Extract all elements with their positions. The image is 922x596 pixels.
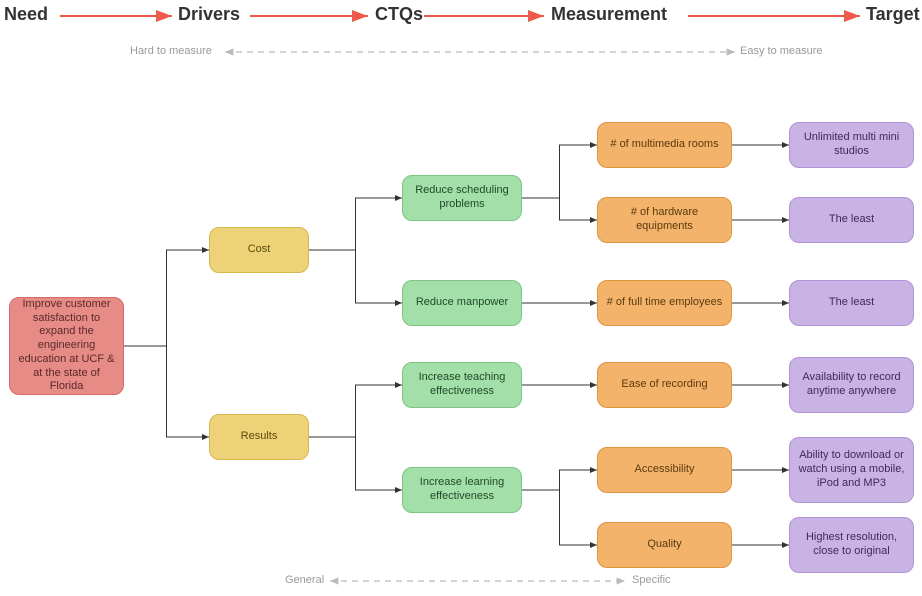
node-ctq-reduce-manpower: Reduce manpower <box>402 280 522 326</box>
node-meas-quality: Quality <box>597 522 732 568</box>
node-ctq-teaching: Increase teaching effectiveness <box>402 362 522 408</box>
node-target-fte-least: The least <box>789 280 914 326</box>
header-measurement: Measurement <box>551 4 667 25</box>
node-ctq-learning: Increase learning effectiveness <box>402 467 522 513</box>
node-target-hw-least: The least <box>789 197 914 243</box>
node-need: Improve customer satisfaction to expand … <box>9 297 124 395</box>
header-ctqs: CTQs <box>375 4 423 25</box>
diagram-stage: Need Drivers CTQs Measurement Target Har… <box>0 0 922 596</box>
header-need: Need <box>4 4 48 25</box>
node-driver-results: Results <box>209 414 309 460</box>
hint-specific: Specific <box>632 574 671 586</box>
node-meas-multimedia-rooms: # of multimedia rooms <box>597 122 732 168</box>
node-meas-ease-of-recording: Ease of recording <box>597 362 732 408</box>
node-target-resolution: Highest resolution, close to original <box>789 517 914 573</box>
header-target: Target <box>866 4 920 25</box>
node-meas-fte: # of full time employees <box>597 280 732 326</box>
hint-general: General <box>285 574 324 586</box>
hint-hard-to-measure: Hard to measure <box>130 45 212 57</box>
node-driver-cost: Cost <box>209 227 309 273</box>
node-meas-hardware: # of hardware equipments <box>597 197 732 243</box>
node-target-download: Ability to download or watch using a mob… <box>789 437 914 503</box>
node-ctq-reduce-scheduling: Reduce scheduling problems <box>402 175 522 221</box>
hint-easy-to-measure: Easy to measure <box>740 45 823 57</box>
header-drivers: Drivers <box>178 4 240 25</box>
node-meas-accessibility: Accessibility <box>597 447 732 493</box>
node-target-anytime: Availability to record anytime anywhere <box>789 357 914 413</box>
node-target-studios: Unlimited multi mini studios <box>789 122 914 168</box>
